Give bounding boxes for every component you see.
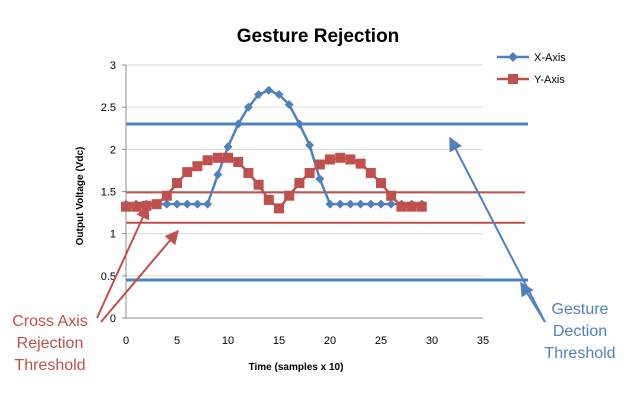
legend-y-axis-label: Y-Axis [534,74,565,86]
point-y-axis-27 [396,201,407,212]
x-tick-label-30: 30 [426,335,438,347]
point-x-axis-18 [305,140,315,150]
y-tick-label-1.5: 1.5 [101,187,116,199]
x-tick-label-20: 20 [324,335,336,347]
point-y-axis-9 [212,152,223,163]
point-x-axis-7 [192,199,202,209]
point-x-axis-16 [284,100,294,110]
point-y-axis-5 [172,178,182,189]
y-tick-label-0: 0 [110,313,116,325]
point-x-axis-14 [264,85,274,95]
point-x-axis-17 [294,119,304,129]
legend-x-axis-marker [508,52,518,62]
point-x-axis-25 [376,199,386,209]
point-x-axis-11 [233,119,243,129]
y-tick-label-1: 1 [110,229,116,241]
chart-title: Gesture Rejection [237,26,400,47]
gesture-annotation-line-2: Dection [553,323,607,340]
series-x-axis [121,85,427,209]
point-y-axis-20 [325,154,335,165]
point-x-axis-13 [254,90,264,100]
point-y-axis-24 [365,167,376,178]
point-x-axis-15 [274,90,284,100]
cross-arrow-upper [96,204,150,319]
legend-entry-y-axis: Y-Axis [497,74,565,86]
point-x-axis-8 [203,199,213,209]
point-y-axis-15 [274,203,284,214]
point-y-axis-14 [263,194,274,205]
point-x-axis-5 [172,199,182,209]
y-tick-label-0.5: 0.5 [101,271,116,283]
legend-entry-x-axis: X-Axis [497,52,566,64]
point-y-axis-23 [355,158,366,169]
point-y-axis-3 [151,199,162,210]
point-y-axis-7 [192,161,203,172]
point-x-axis-24 [366,199,376,209]
cross-annotation-line-2: Rejection [17,335,84,352]
gesture-annotation-line-3: Threshold [544,345,615,362]
x-tick-label-0: 0 [123,335,129,347]
point-y-axis-11 [233,156,244,167]
cross-arrow-lower [100,229,179,323]
point-x-axis-23 [356,199,366,209]
x-tick-label-5: 5 [174,335,180,347]
point-y-axis-6 [182,167,193,178]
point-y-axis-19 [314,159,325,170]
point-y-axis-17 [294,178,305,189]
point-x-axis-12 [243,102,253,112]
y-axis-label: Output Voltage (Vdc) [75,147,86,246]
point-y-axis-1 [131,201,142,212]
point-y-axis-25 [376,178,386,189]
point-x-axis-19 [315,174,325,184]
y-tick-label-3: 3 [110,60,116,72]
x-tick-label-15: 15 [273,335,285,347]
point-x-axis-21 [335,199,345,209]
axes [122,64,483,319]
point-x-axis-9 [213,170,223,180]
x-axis-label: Time (samples x 10) [249,362,344,373]
point-y-axis-0 [121,201,131,212]
x-tick-label-25: 25 [375,335,387,347]
point-y-axis-12 [243,167,254,178]
point-x-axis-6 [182,199,192,209]
point-x-axis-4 [162,199,172,209]
legend: X-Axis Y-Axis [497,52,566,86]
cross-axis-rejection-annotation: Cross Axis Rejection Threshold [12,204,179,374]
gesture-annotation-line-1: Gesture [552,301,609,318]
y-tick-labels: 0 0.5 1 1.5 2 2.5 3 [101,60,116,325]
legend-y-axis-marker [508,74,518,84]
x-tick-label-35: 35 [477,335,489,347]
point-y-axis-10 [223,152,233,163]
point-y-axis-26 [386,190,397,201]
y-tick-label-2: 2 [110,144,116,156]
data-series [121,85,427,214]
point-y-axis-16 [284,190,295,201]
point-y-axis-18 [304,167,315,178]
point-y-axis-21 [335,152,346,163]
point-y-axis-4 [161,190,172,201]
point-y-axis-28 [406,201,417,212]
point-x-axis-22 [345,199,355,209]
point-y-axis-22 [345,154,356,165]
legend-x-axis-label: X-Axis [534,52,566,64]
cross-annotation-line-3: Threshold [14,357,85,374]
point-x-axis-26 [386,199,396,209]
cross-annotation-line-1: Cross Axis [12,313,88,330]
point-y-axis-29 [416,201,427,212]
gesture-arrow-upper [449,136,546,323]
grid-lines [126,64,483,277]
point-x-axis-20 [325,199,335,209]
x-tick-labels: 0 5 10 15 20 25 30 35 [123,335,489,347]
y-tick-label-2.5: 2.5 [101,102,116,114]
gesture-detection-annotation: Gesture Dection Threshold [449,136,616,362]
gesture-arrow-lower [520,281,546,323]
point-y-axis-8 [202,155,213,166]
point-y-axis-13 [253,179,264,190]
point-x-axis-10 [223,142,233,152]
x-tick-label-10: 10 [222,335,234,347]
